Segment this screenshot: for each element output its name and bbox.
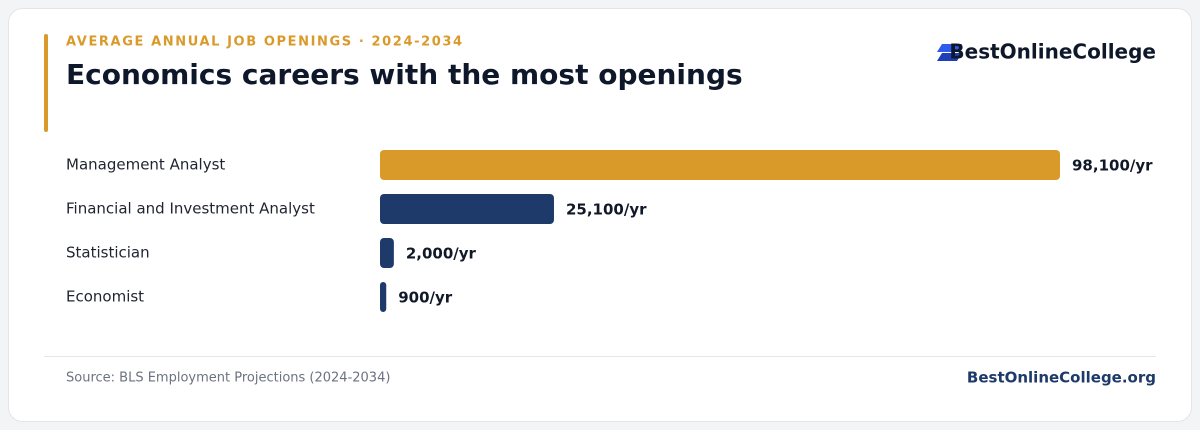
bar (380, 150, 1060, 180)
category-label: Financial and Investment Analyst (66, 200, 315, 218)
bar (380, 238, 394, 268)
chart-subtitle: AVERAGE ANNUAL JOB OPENINGS · 2024-2034 (66, 35, 464, 50)
category-label: Management Analyst (66, 156, 225, 174)
site-link: BestOnlineCollege.org (967, 369, 1156, 387)
value-label: 2,000/yr (406, 245, 477, 263)
value-label: 900/yr (398, 289, 453, 307)
category-label: Statistician (66, 244, 150, 262)
logo-icon (937, 44, 962, 52)
source-note: Source: BLS Employment Projections (2024… (66, 371, 390, 386)
value-label: 98,100/yr (1072, 157, 1153, 175)
brand-logo: BestOnlineCollege (937, 40, 1156, 64)
brand-name: BestOnlineCollege (949, 40, 1156, 64)
plot: Management Analyst 98,100/yr Financial and… (66, 150, 1153, 312)
card (8, 8, 1192, 422)
category-label: Economist (66, 288, 144, 306)
accent-bar (44, 34, 48, 132)
chart-title: Economics careers with the most openings (66, 58, 743, 91)
bar (380, 282, 387, 312)
value-label: 25,100/yr (566, 201, 647, 219)
bar (380, 194, 554, 224)
logo-icon (937, 53, 962, 61)
